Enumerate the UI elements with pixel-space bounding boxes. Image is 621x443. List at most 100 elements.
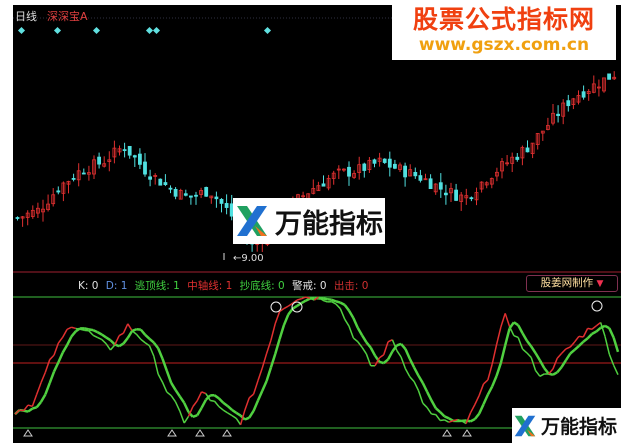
d-line-segment <box>148 337 155 344</box>
candle-body <box>81 172 86 175</box>
k-line-segment <box>274 311 281 324</box>
candle-body <box>158 178 163 186</box>
candle-body <box>571 98 576 106</box>
d-line-segment <box>469 418 476 423</box>
candle-body <box>525 147 530 153</box>
candle-body <box>153 175 158 177</box>
candle-body <box>484 182 489 186</box>
d-line-segment <box>305 297 311 302</box>
candle-body <box>418 175 423 181</box>
d-line-segment <box>591 330 597 335</box>
candle-body <box>576 95 581 103</box>
k-line-segment <box>49 354 55 361</box>
candle-body <box>362 163 367 171</box>
k-line-segment <box>270 323 277 341</box>
k-line-segment <box>187 406 194 417</box>
candle-body <box>316 185 321 192</box>
k-line-segment <box>296 298 302 301</box>
k-line-segment <box>452 418 458 422</box>
candle-body <box>20 216 25 219</box>
period-label[interactable]: 日线 <box>15 10 37 23</box>
candle-body <box>479 181 484 190</box>
d-line-segment <box>278 324 286 340</box>
d-line-segment <box>118 342 125 348</box>
candle-body <box>540 130 545 134</box>
k-line-segment <box>348 325 355 339</box>
candle-body <box>423 178 428 181</box>
candle-body <box>321 183 326 187</box>
d-line-segment <box>413 366 420 377</box>
d-line-segment <box>374 354 381 363</box>
indicator-selector[interactable]: 股姜网制作 ▼ <box>526 275 618 292</box>
candle-body <box>515 156 520 160</box>
k-line-segment <box>474 395 480 405</box>
k-line-segment <box>88 330 94 336</box>
k-line-segment <box>344 318 350 327</box>
k-line-segment <box>552 357 558 370</box>
logo-icon <box>514 415 536 436</box>
k-line-segment <box>383 341 389 355</box>
d-line-segment <box>32 406 38 410</box>
indicator-legend: K: 0 D: 1 逃顶线: 1 中轴线: 1 抄底线: 0 警戒: 0 出击:… <box>78 278 372 293</box>
d-line-segment <box>595 326 602 333</box>
k-line-segment <box>161 381 168 393</box>
candle-body <box>148 176 153 180</box>
d-line-segment <box>165 370 173 384</box>
logo-badge: 万能指标 <box>233 198 385 244</box>
k-line-segment <box>539 373 545 377</box>
k-line-segment <box>57 336 64 344</box>
k-line-segment <box>305 296 311 299</box>
candle-body <box>530 142 535 154</box>
k-line-segment <box>40 371 47 383</box>
signal-marker <box>263 26 272 35</box>
k-line-segment <box>179 410 185 424</box>
low-price-value: 9.00 <box>241 253 264 264</box>
candle-body <box>408 169 413 177</box>
d-line-segment <box>105 336 112 342</box>
d-line-segment <box>269 353 277 368</box>
d-line-segment <box>27 407 34 413</box>
k-line-segment <box>365 353 372 367</box>
legend-top-line: 逃顶线: 1 <box>134 280 180 292</box>
k-line-segment <box>517 337 524 350</box>
candle-body <box>372 159 377 164</box>
candle-body <box>489 178 494 185</box>
k-line-segment <box>127 323 133 332</box>
d-line-segment <box>300 299 307 305</box>
d-line-segment <box>543 367 550 375</box>
k-line-segment <box>378 354 385 359</box>
candle-body <box>367 159 372 171</box>
d-line-segment <box>88 328 94 332</box>
legend-k: K: 0 <box>78 280 99 292</box>
formula-name[interactable]: 深深宝A <box>47 10 88 23</box>
d-line-segment <box>556 366 563 374</box>
k-line-segment <box>287 302 294 307</box>
top-signal-circle <box>291 301 303 313</box>
candle-body <box>336 168 341 171</box>
d-line-segment <box>335 300 341 304</box>
logo-icon <box>237 206 267 236</box>
k-line-segment <box>318 296 324 302</box>
k-line-segment <box>227 412 233 417</box>
k-line-segment <box>252 380 259 395</box>
k-line-segment <box>235 417 242 426</box>
d-line-segment <box>244 416 250 421</box>
d-line-segment <box>48 371 56 384</box>
candle-body <box>117 148 122 153</box>
d-line-segment <box>144 333 151 340</box>
k-line-segment <box>97 336 103 341</box>
d-line-segment <box>96 331 103 336</box>
k-line-segment <box>513 334 519 339</box>
d-line-segment <box>434 407 441 413</box>
k-line-segment <box>440 419 445 422</box>
legend-bottom-line: 抄底线: 0 <box>239 280 285 292</box>
k-line-segment <box>504 313 511 327</box>
candle-body <box>132 155 137 158</box>
candle-body <box>209 195 214 199</box>
candle-body <box>597 86 601 89</box>
k-line-segment <box>174 401 181 412</box>
k-line-segment <box>205 393 211 401</box>
bottom-signal-triangle <box>23 429 33 437</box>
d-line-segment <box>92 328 98 334</box>
